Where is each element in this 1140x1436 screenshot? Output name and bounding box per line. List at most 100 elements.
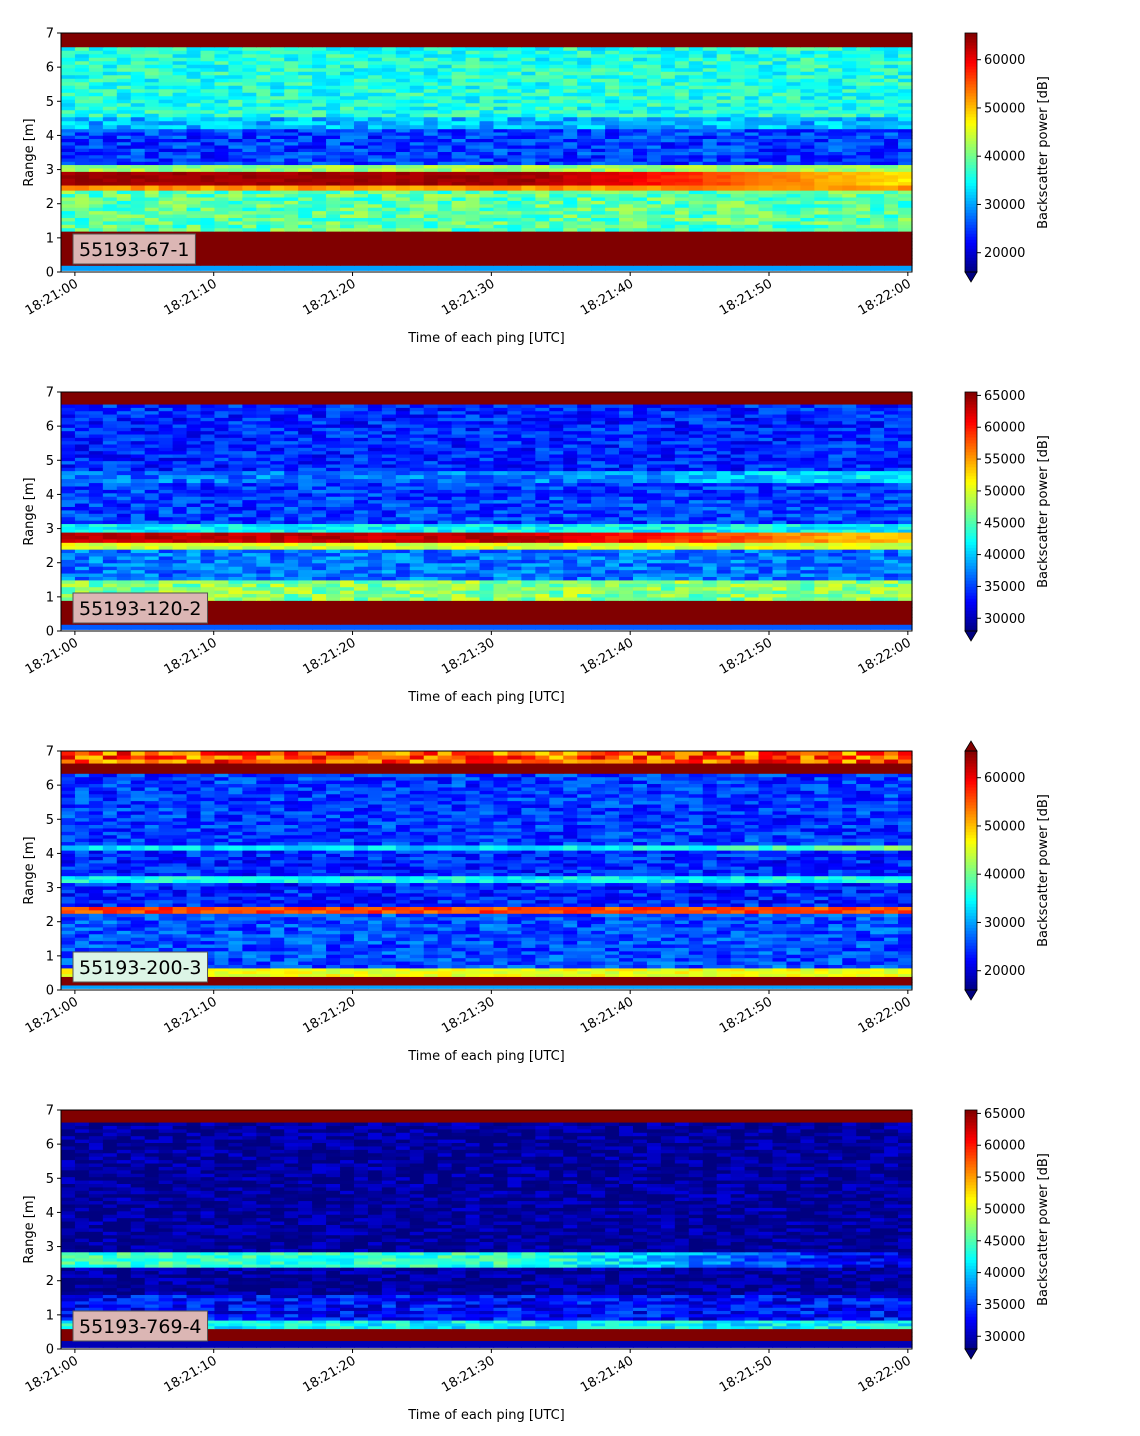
heatmap-cell <box>814 74 829 79</box>
heatmap-cell <box>298 613 313 618</box>
heatmap-cell <box>381 248 397 253</box>
heatmap-cell <box>200 164 216 169</box>
heatmap-cell <box>465 261 481 266</box>
heatmap-cell <box>898 254 913 259</box>
heatmap-cell <box>130 193 146 198</box>
heatmap-cell <box>214 586 230 591</box>
heatmap-cell <box>116 213 132 218</box>
heatmap-cell <box>172 57 188 62</box>
heatmap-cell <box>423 167 439 172</box>
heatmap-cell <box>563 607 578 612</box>
heatmap-cell <box>353 265 369 271</box>
heatmap-cell <box>214 92 230 97</box>
heatmap-cell <box>423 78 439 83</box>
heatmap-cell <box>884 248 899 253</box>
heatmap-cell <box>619 53 634 58</box>
heatmap-cell <box>74 200 90 205</box>
heatmap-cell <box>130 207 146 212</box>
heatmap-cell <box>61 60 76 65</box>
heatmap-cell <box>186 71 202 76</box>
heatmap-cell <box>688 178 704 183</box>
heatmap-cell <box>423 106 439 111</box>
heatmap-cell <box>116 181 132 186</box>
heatmap-cell <box>158 135 174 139</box>
heatmap-cell <box>758 590 774 595</box>
heatmap-cell <box>172 231 188 236</box>
heatmap-cell <box>632 248 648 253</box>
heatmap-cell <box>521 190 536 195</box>
heatmap-cell <box>507 596 522 601</box>
heatmap-cell <box>353 190 369 195</box>
heatmap-cell <box>772 124 788 130</box>
heatmap-cell <box>312 200 327 205</box>
heatmap-cell <box>158 46 174 51</box>
heatmap-cell <box>451 231 467 236</box>
heatmap-cell <box>674 200 690 205</box>
heatmap-cell <box>451 109 467 114</box>
heatmap-cell <box>437 234 453 239</box>
heatmap-cell <box>730 258 746 263</box>
heatmap-cell <box>423 109 439 114</box>
heatmap-cell <box>828 600 843 605</box>
heatmap-cell <box>730 64 746 69</box>
heatmap-cell <box>507 46 522 51</box>
heatmap-cell <box>535 102 550 107</box>
heatmap-cell <box>800 231 815 236</box>
heatmap-cell <box>409 610 425 615</box>
heatmap-cell <box>758 624 774 630</box>
heatmap-cell <box>632 220 648 225</box>
heatmap-cell <box>549 144 564 149</box>
heatmap-cell <box>660 200 676 205</box>
heatmap-cell <box>605 85 620 90</box>
heatmap-cell <box>898 161 913 166</box>
heatmap-cell <box>172 148 188 153</box>
heatmap-cell <box>591 124 606 130</box>
heatmap-cell <box>632 131 648 136</box>
heatmap-cell <box>800 36 815 41</box>
heatmap-cell <box>674 113 690 118</box>
heatmap-cell <box>465 231 481 236</box>
heatmap-cell <box>144 178 160 183</box>
heatmap-cell <box>800 85 815 90</box>
heatmap-cell <box>772 248 788 253</box>
heatmap-cell <box>395 60 411 65</box>
heatmap-cell <box>228 248 243 253</box>
heatmap-cell <box>493 190 509 195</box>
heatmap-cell <box>172 74 188 79</box>
heatmap-cell <box>256 248 271 253</box>
heatmap-cell <box>74 64 90 69</box>
heatmap-cell <box>828 224 843 229</box>
heatmap-cell <box>353 213 369 218</box>
heatmap-cell <box>312 67 327 72</box>
heatmap-cell <box>577 213 592 218</box>
heatmap-cell <box>367 116 383 122</box>
heatmap-cell <box>256 586 271 591</box>
heatmap-cell <box>88 227 104 232</box>
heatmap-cell <box>549 151 564 156</box>
heatmap-cell <box>870 617 885 622</box>
heatmap-cell <box>507 144 522 149</box>
heatmap-cell <box>130 138 146 143</box>
heatmap-cell <box>870 227 885 232</box>
heatmap-cell <box>409 193 425 198</box>
heatmap-cell <box>632 128 648 133</box>
heatmap-cell <box>395 217 411 222</box>
colorbar-step <box>965 263 977 267</box>
heatmap-cell <box>284 213 299 218</box>
colorbar-tick-label: 60000 <box>984 53 1025 68</box>
heatmap-cell <box>284 244 299 249</box>
heatmap-cell <box>465 178 481 183</box>
heatmap-cell <box>702 81 718 86</box>
heatmap-cell <box>591 74 606 79</box>
heatmap-cell <box>158 124 174 130</box>
heatmap-cell <box>437 99 453 104</box>
heatmap-cell <box>451 57 467 62</box>
heatmap-cell <box>353 106 369 111</box>
heatmap-cell <box>437 67 453 72</box>
heatmap-cell <box>74 141 90 146</box>
heatmap-cell <box>270 120 285 126</box>
heatmap-cell <box>842 148 857 153</box>
heatmap-cell <box>702 593 718 598</box>
heatmap-cell <box>256 227 271 232</box>
heatmap-cell <box>646 74 662 79</box>
